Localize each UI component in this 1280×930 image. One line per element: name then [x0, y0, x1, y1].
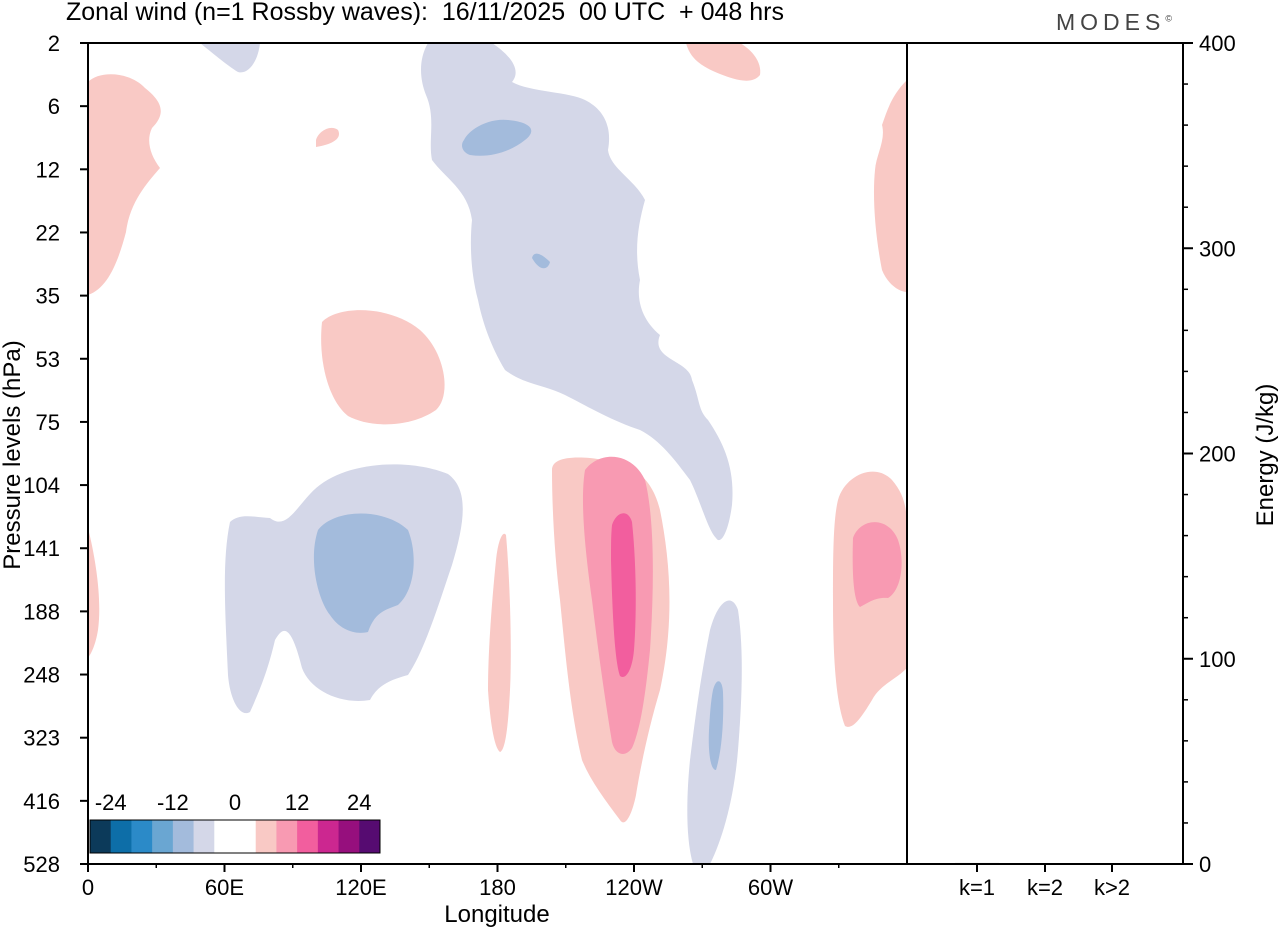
colorbar-swatch — [172, 820, 195, 853]
pressure-tick-label: 6 — [48, 94, 60, 119]
brand-logo: MODES© — [1056, 9, 1172, 36]
chart-title: Zonal wind (n=1 Rossby waves): 16/11/202… — [66, 0, 784, 26]
longitude-tick-label: 60E — [205, 875, 244, 900]
colorbar-swatch — [276, 820, 298, 853]
pressure-tick-label: 75 — [36, 410, 60, 435]
energy-bar-k=1 — [955, 862, 999, 864]
longitude-tick-label: 120W — [605, 875, 663, 900]
contour-positive-60hpa — [321, 310, 445, 425]
colorbar-label: -12 — [157, 790, 189, 815]
colorbar-swatch — [110, 820, 132, 853]
pressure-tick-label: 248 — [23, 663, 60, 688]
pressure-tick-label: 323 — [23, 726, 60, 751]
contour-positive-west-upper — [88, 74, 161, 296]
colorbar-swatch — [359, 820, 381, 853]
colorbar-label: 24 — [347, 790, 371, 815]
energy-category-label: k=1 — [959, 875, 995, 900]
longitude-tick-label: 0 — [82, 875, 94, 900]
contour-negative-upper-band — [200, 43, 260, 73]
axes: 2 6 12 22 35 53 75 104 141 188 248 323 416 528 Pressur… — [0, 31, 1184, 928]
contour-negative-small-9hpa — [462, 119, 532, 156]
pressure-tick-label: 2 — [48, 31, 60, 56]
pressure-tick-label: 104 — [23, 473, 60, 498]
energy-tick-label: 200 — [1199, 442, 1236, 467]
energy-tick-label: 0 — [1199, 852, 1211, 877]
colorbar-swatch — [338, 820, 360, 853]
pressure-tick-label: 35 — [36, 284, 60, 309]
longitude-tick-label: 60W — [748, 875, 793, 900]
contour-positive-east-upper — [873, 80, 907, 292]
colorbar-swatch — [131, 820, 153, 853]
contour-positive-180-strip — [488, 533, 511, 752]
contour-positive-top-right — [686, 43, 761, 81]
contour-positive-main-l3 — [611, 513, 636, 677]
contour-negative-tilted-band — [421, 43, 733, 541]
energy-axis-label: Energy (J/kg) — [1252, 384, 1279, 527]
brand-name: MODES — [1056, 9, 1166, 35]
pressure-tick-label: 188 — [23, 599, 60, 624]
contour-negative-east-lower-core — [708, 681, 724, 770]
energy-bar-chart: 0 100 200 300 400 Energy (J/kg) k=1 k=2 k>2 — [955, 31, 1279, 900]
colorbar-label: 12 — [285, 790, 309, 815]
pressure-tick-label: 528 — [23, 852, 60, 877]
colorbar-swatch — [297, 820, 319, 853]
longitude-tick-label: 180 — [479, 875, 516, 900]
energy-bar-k>2 — [1090, 863, 1134, 865]
contour-positive-small-9hpa — [316, 127, 340, 147]
pressure-tick-label: 53 — [36, 347, 60, 372]
colorbar-swatch — [317, 820, 340, 853]
colorbar-label: 0 — [229, 790, 241, 815]
colorbar-swatch — [255, 820, 277, 853]
y-axis-label: Pressure levels (hPa) — [0, 340, 26, 569]
contour-positive-east-lower-l2 — [852, 522, 902, 607]
energy-category-label: k=2 — [1027, 875, 1063, 900]
colorbar-swatch — [193, 820, 215, 853]
colorbar-swatch — [152, 820, 174, 853]
colorbar-frame — [89, 819, 381, 854]
colorbar-swatch — [90, 820, 112, 853]
colorbar: -24 -12 0 12 24 — [89, 790, 381, 854]
contour-plot-area — [88, 43, 907, 864]
energy-category-label: k>2 — [1094, 875, 1130, 900]
contour-negative-lower-west-core — [313, 513, 414, 633]
brand-mark: © — [1165, 13, 1172, 24]
x-axis-label: Longitude — [444, 901, 549, 928]
contour-negative-small-25hpa — [532, 253, 550, 269]
colorbar-swatch — [235, 820, 257, 853]
pressure-tick-label: 12 — [36, 157, 60, 182]
energy-bar-k=2 — [1023, 863, 1067, 865]
energy-tick-label: 300 — [1199, 236, 1236, 261]
energy-tick-label: 400 — [1199, 31, 1236, 56]
colorbar-swatch — [214, 820, 236, 853]
energy-tick-label: 100 — [1199, 647, 1236, 672]
contour-positive-west-lower — [88, 528, 100, 658]
pressure-tick-label: 22 — [36, 220, 60, 245]
pressure-tick-label: 141 — [23, 536, 60, 561]
pressure-tick-label: 416 — [23, 789, 60, 814]
longitude-tick-label: 120E — [335, 875, 386, 900]
colorbar-label: -24 — [95, 790, 127, 815]
